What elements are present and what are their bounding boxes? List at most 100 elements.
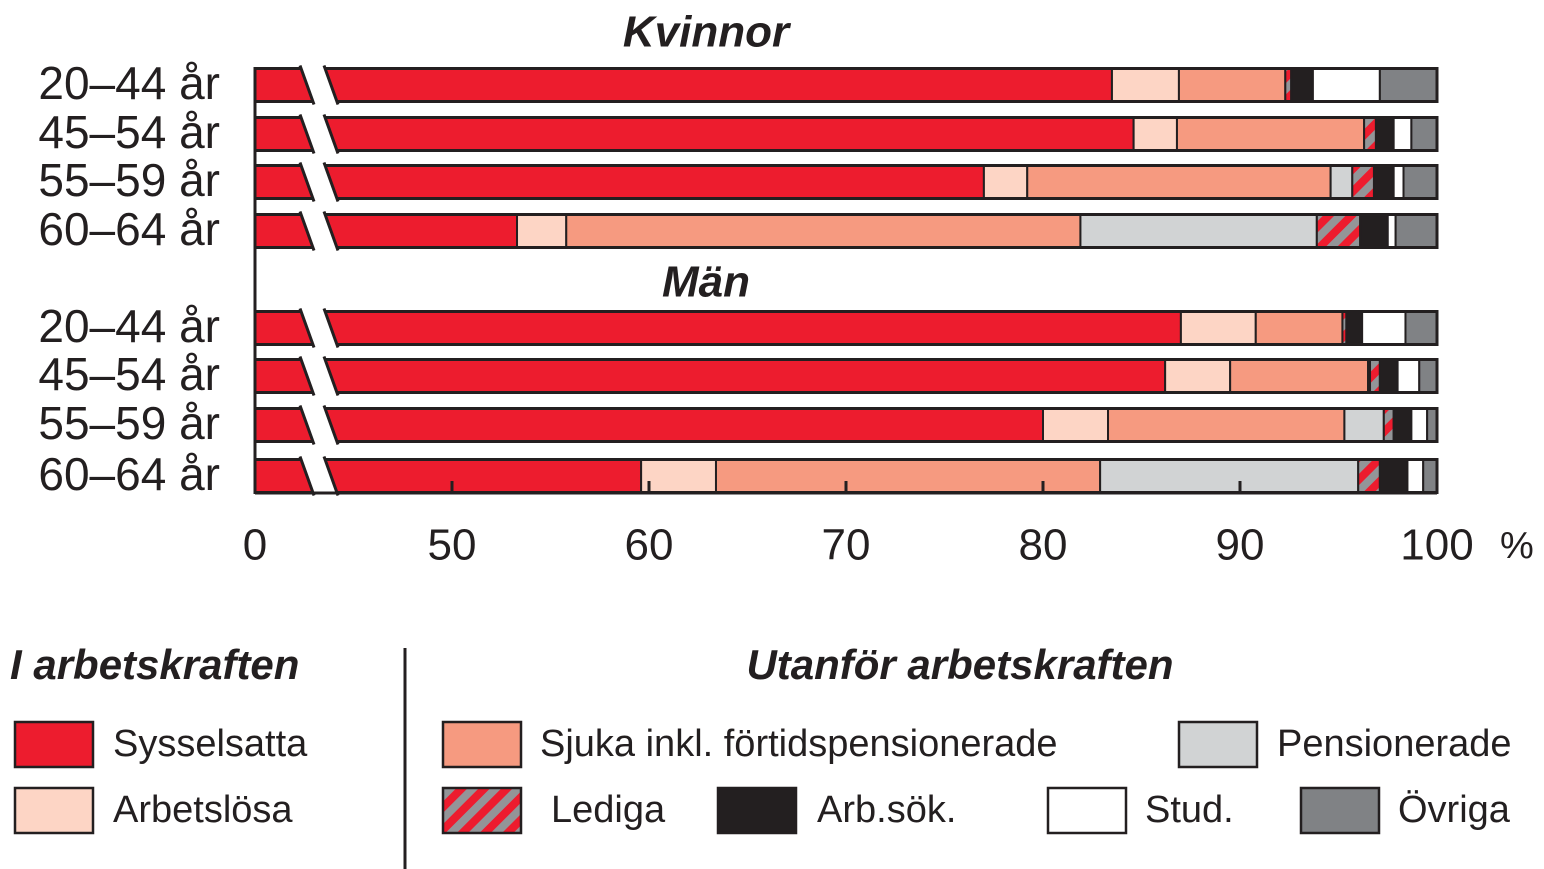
x-tick-label: 50 xyxy=(428,521,477,570)
bar-segment xyxy=(1392,407,1413,443)
bar-segment xyxy=(1394,213,1439,249)
bar-segment xyxy=(1386,213,1397,249)
bar-segment xyxy=(1410,407,1429,443)
y-tick-label: 55–59 år xyxy=(38,397,220,449)
bar-segment xyxy=(1132,116,1178,152)
legend-label: Sjuka inkl. förtidspensionerade xyxy=(540,723,1058,765)
bar-segment xyxy=(1254,310,1344,346)
axis-break xyxy=(300,211,338,251)
axis-break xyxy=(300,114,338,154)
axis-break-line xyxy=(298,113,316,155)
bar-segment xyxy=(1357,458,1381,494)
axis-break-line xyxy=(322,455,340,497)
bar-segment xyxy=(1372,164,1395,200)
bar-segment xyxy=(516,213,568,249)
legend-label: Stud. xyxy=(1145,789,1234,831)
bar-segment xyxy=(1343,407,1385,443)
axis-break-line xyxy=(322,210,340,252)
legend-group-title: I arbetskraften xyxy=(10,641,299,688)
legend-swatch xyxy=(1299,786,1381,835)
bar-segment xyxy=(1392,164,1405,200)
axis-break-line xyxy=(322,161,340,203)
bar-segment xyxy=(1079,213,1318,249)
bar-segment xyxy=(640,458,717,494)
axis-break xyxy=(300,356,338,396)
bar-segment xyxy=(1378,67,1438,103)
legend-swatch xyxy=(441,786,523,835)
legend-swatch xyxy=(716,786,798,835)
legend-swatch xyxy=(441,720,523,769)
bar-segment xyxy=(1422,458,1438,494)
axis-break-line xyxy=(298,307,316,349)
axis-break-line xyxy=(298,404,316,446)
group-title: Män xyxy=(662,258,750,307)
bar-segment xyxy=(1290,67,1314,103)
group-title: Kvinnor xyxy=(623,8,792,57)
bar-segment xyxy=(1175,116,1366,152)
bar-segment xyxy=(1369,358,1381,394)
x-tick-label: 70 xyxy=(822,521,871,570)
axis-break-line xyxy=(322,113,340,155)
bar-segment xyxy=(1374,116,1395,152)
bar-segment xyxy=(1402,164,1439,200)
bar-segment xyxy=(1229,358,1370,394)
bar-segment xyxy=(1179,310,1257,346)
x-tick-label: 0 xyxy=(243,521,267,570)
bar-segment xyxy=(1363,116,1377,152)
bar-segment xyxy=(254,358,1167,394)
y-tick-label: 60–64 år xyxy=(38,203,220,255)
y-tick-label: 55–59 år xyxy=(38,154,220,206)
legend-label: Arb.sök. xyxy=(817,789,956,831)
legend-label: Sysselsatta xyxy=(113,723,308,765)
bar-segment xyxy=(1392,116,1413,152)
legend-swatch xyxy=(1177,720,1259,769)
axis-break-line xyxy=(322,64,340,106)
bar-segment xyxy=(1042,407,1110,443)
axis-break xyxy=(300,65,338,105)
bar-segment xyxy=(254,213,519,249)
bar-segment xyxy=(1107,407,1346,443)
bar-segment xyxy=(254,407,1044,443)
bar-segment xyxy=(1099,458,1360,494)
legend-swatch xyxy=(13,720,95,769)
bar-segment xyxy=(1382,407,1395,443)
bar-segment xyxy=(1164,358,1232,394)
bar-segment xyxy=(1404,310,1438,346)
axis-break-line xyxy=(298,455,316,497)
x-tick-label: 80 xyxy=(1019,521,1068,570)
legend-group-title: Utanför arbetskraften xyxy=(746,641,1173,688)
bar-segment xyxy=(254,164,985,200)
y-tick-label: 45–54 år xyxy=(38,348,220,400)
bar-segment xyxy=(1406,458,1425,494)
axis-break xyxy=(300,162,338,202)
legend-label: Arbetslösa xyxy=(113,789,293,831)
legend-swatch xyxy=(13,786,95,835)
axis-break-line xyxy=(298,64,316,106)
legend-label: Lediga xyxy=(551,789,666,831)
bar-segment xyxy=(1361,310,1407,346)
bar-segment xyxy=(1315,213,1362,249)
bar-segment xyxy=(565,213,1082,249)
bar-segment xyxy=(254,67,1113,103)
legend-label: Övriga xyxy=(1398,789,1511,831)
axis-break-line xyxy=(298,355,316,397)
axis-break-line xyxy=(322,307,340,349)
bar-segment xyxy=(1329,164,1354,200)
bar-segment xyxy=(1311,67,1381,103)
bar-segment xyxy=(982,164,1029,200)
bar-segment xyxy=(1378,458,1409,494)
axis-break-line xyxy=(322,404,340,446)
x-tick-label: 100 xyxy=(1400,521,1473,570)
bar-segment xyxy=(1410,116,1439,152)
bar-segment xyxy=(1177,67,1287,103)
bar-segment xyxy=(1026,164,1332,200)
axis-break-line xyxy=(298,210,316,252)
axis-break xyxy=(300,456,338,496)
axis-break-line xyxy=(298,161,316,203)
bar-segment xyxy=(254,310,1182,346)
y-tick-label: 60–64 år xyxy=(38,448,220,500)
x-tick-label: 60 xyxy=(625,521,674,570)
legend-swatch xyxy=(1046,786,1128,835)
bar-segment xyxy=(1110,67,1180,103)
